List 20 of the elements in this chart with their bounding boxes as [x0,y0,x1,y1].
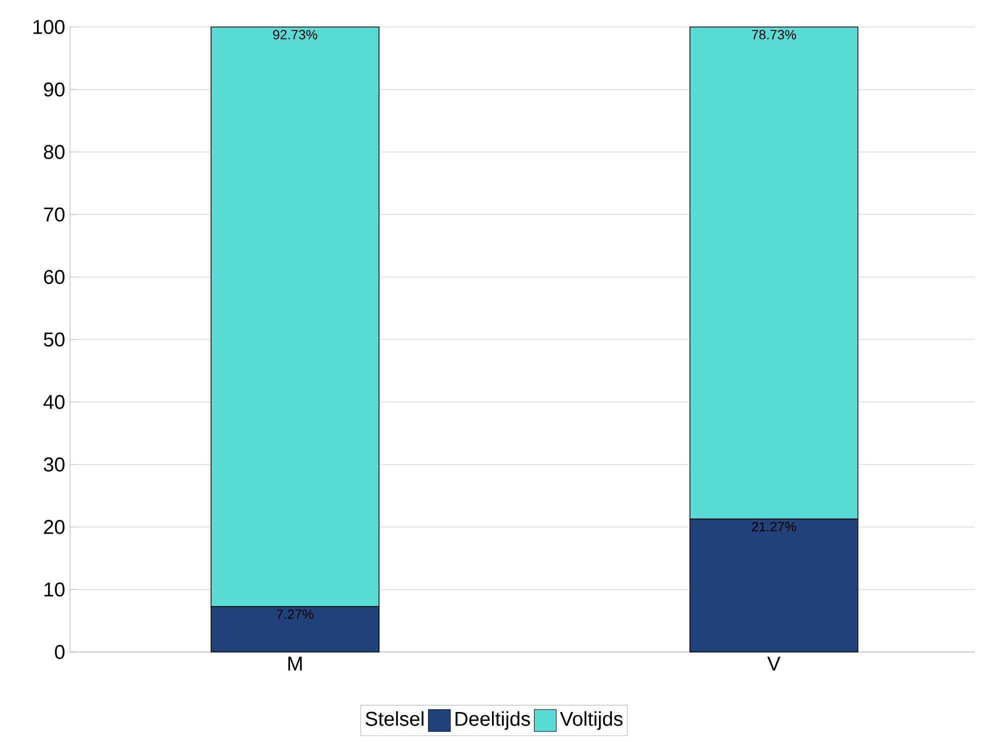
y-tick-label: 10 [44,582,64,597]
legend-label: Deeltijds [456,711,530,730]
y-tick-label: 70 [44,207,64,222]
y-tick-label: 80 [44,144,64,160]
y-tick-label: 90 [44,82,64,97]
y-tick-label: 0 [54,644,64,660]
data-label: 7.27% [276,610,314,619]
legend-title: Stelsel [366,711,424,726]
y-tick-label: 60 [44,270,64,284]
data-label: 21.27% [752,522,796,532]
data-label: 78.73% [752,30,796,40]
y-tick-label: 100 [33,20,64,34]
y-tick-label: 20 [44,520,64,534]
y-tick-label: 50 [44,332,64,347]
y-tick-label: 40 [44,394,64,410]
y-tick-label: 30 [44,457,64,472]
legend-label: Voltijds [560,711,623,730]
x-tick-label: M [288,656,302,670]
data-label: 92.73% [273,30,318,40]
x-tick-label: V [767,656,780,670]
